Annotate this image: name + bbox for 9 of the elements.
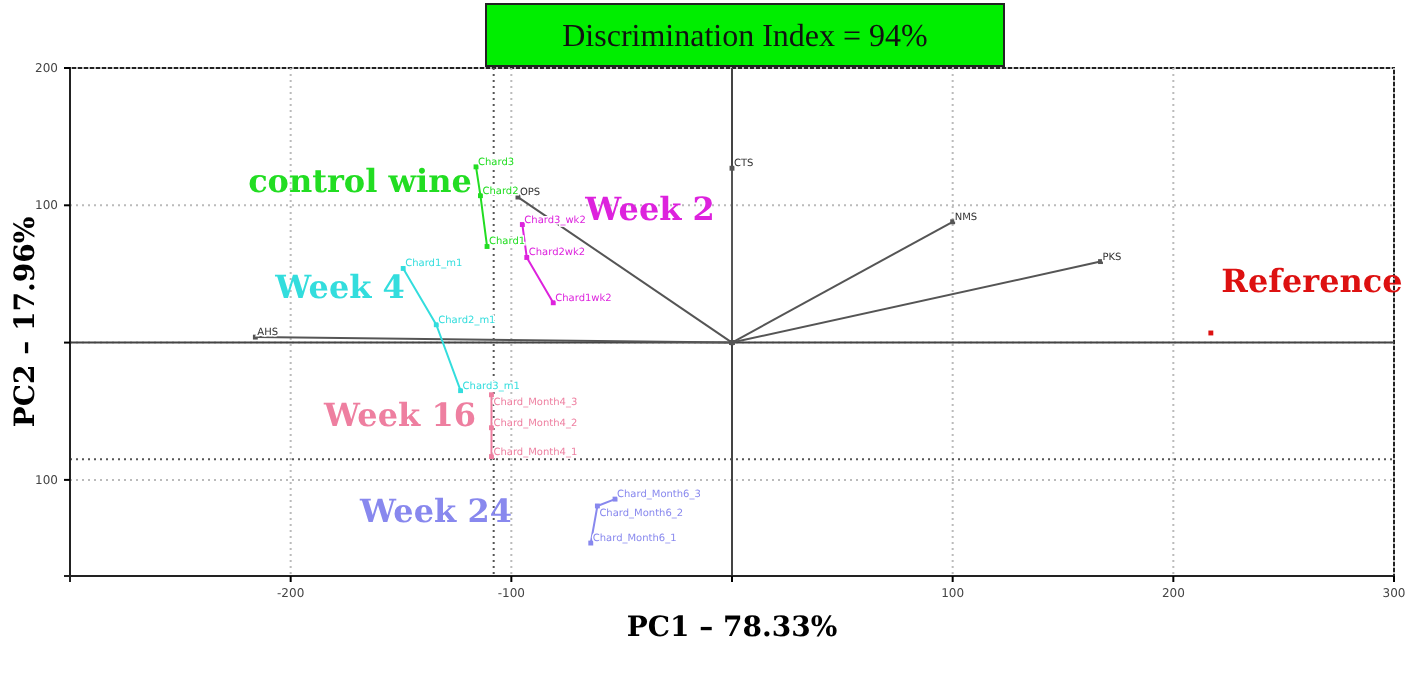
series-label: Reference (1221, 262, 1403, 300)
x-axis-title: PC1 – 78.33% (626, 612, 838, 644)
series-label: Week 16 (322, 396, 476, 434)
text: Week 24 (358, 492, 512, 530)
series-label: Week 4 (273, 268, 405, 306)
series-label: control wine (248, 162, 472, 200)
series-label: Week 2 (583, 190, 715, 228)
chart-title: Discrimination Index = 94% (562, 20, 928, 54)
y-axis-title: PC2 – 17.96% (10, 216, 42, 428)
